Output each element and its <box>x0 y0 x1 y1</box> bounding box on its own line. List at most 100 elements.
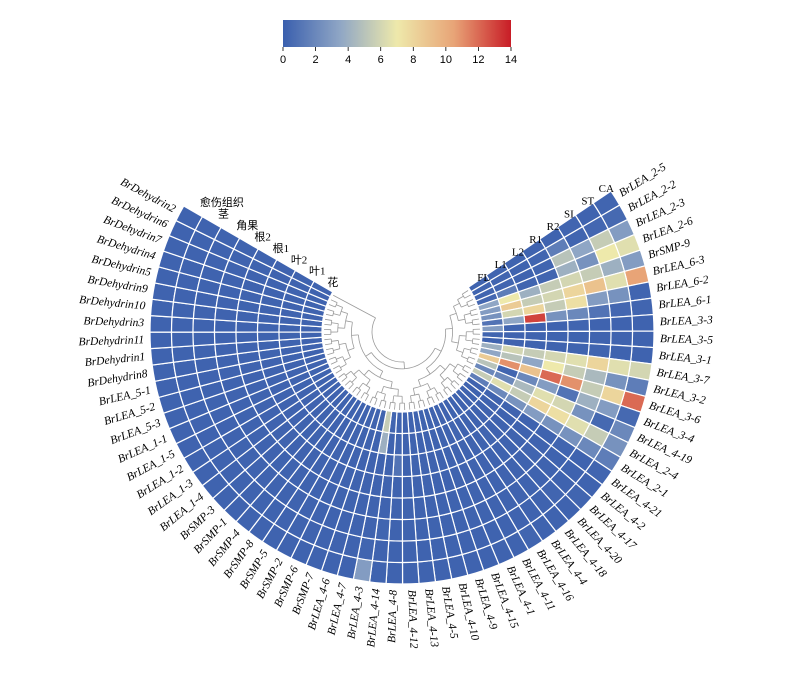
tree-branch <box>456 349 464 353</box>
track-label-FL: FL <box>477 272 490 284</box>
tree-branch <box>435 394 440 401</box>
tree-branch <box>324 343 332 346</box>
gene-labels: BrLEA_2-5BrLEA_2-2BrLEA_2-3BrLEA_2-6BrSM… <box>78 161 713 649</box>
heatmap-cell-BrLEA_6-1-ST <box>608 300 633 319</box>
tree-branch <box>333 313 341 316</box>
tree-branch <box>468 356 476 360</box>
heatmap-cell-BrLEA_4-13-ST <box>415 538 434 563</box>
tree-arc <box>356 386 361 391</box>
colorbar-tick-label: 6 <box>378 54 384 66</box>
tree-branch <box>363 369 370 376</box>
tree-branch <box>470 352 477 355</box>
heatmap-cell-BrLEA_6-1-SI <box>587 303 612 320</box>
tree-arc <box>465 331 467 341</box>
tree-branch <box>439 374 445 381</box>
dendrogram <box>324 290 480 410</box>
tree-branch <box>427 383 431 390</box>
tree-branch <box>462 369 469 374</box>
tree-branch <box>366 387 371 394</box>
tree-branch <box>450 383 456 390</box>
heatmap-cell-BrLEA_3-3-SI <box>588 316 612 332</box>
heatmap-cell-BrDehydrin11-FL <box>299 331 323 340</box>
tree-branch <box>439 392 444 399</box>
tree-branch <box>324 338 332 341</box>
heatmap-cell-BrLEA_4-13-CA <box>416 559 437 585</box>
tree-branch <box>461 356 468 360</box>
tree-branch <box>345 370 352 376</box>
gene-label: BrLEA_4-3 <box>346 585 366 640</box>
tree-branch <box>324 323 332 326</box>
tree-branch <box>458 318 466 321</box>
tree-branch <box>466 360 474 365</box>
track-name-FL: 花 <box>327 276 338 289</box>
heatmap-cell-BrLEA_4-13-R1 <box>411 474 425 499</box>
tree-arc <box>343 373 348 378</box>
tree-branch <box>464 364 472 369</box>
tree-arc <box>350 370 357 378</box>
heatmap-cell-BrLEA_3-3-L1 <box>502 322 526 333</box>
tree-branch <box>340 310 348 314</box>
heatmap-cells <box>149 190 655 585</box>
tree-branch <box>446 386 452 393</box>
tree-branch <box>379 400 382 407</box>
tree-arc <box>413 383 428 389</box>
tree-branch <box>434 347 442 352</box>
tree-branch <box>366 379 371 386</box>
tree-branch <box>330 361 338 365</box>
tree-arc <box>337 340 341 349</box>
tree-branch <box>466 299 474 303</box>
tree-branch <box>348 383 354 390</box>
tree-branch <box>410 395 412 403</box>
heatmap-cell-BrLEA_4-8-ST <box>386 539 404 564</box>
tree-branch <box>461 304 468 308</box>
gene-label: BrLEA_6-2 <box>655 274 710 295</box>
gene-label: BrLEA_4-12 <box>405 590 419 649</box>
tree-branch <box>352 386 358 393</box>
tree-branch <box>464 348 471 351</box>
tree-branch <box>418 393 421 401</box>
tree-branch <box>340 363 347 368</box>
track-name-CA: 愈伤组织 <box>200 195 244 209</box>
tree-branch <box>453 380 460 386</box>
tree-arc <box>371 348 436 370</box>
tree-branch <box>333 294 376 319</box>
tree-arc <box>466 302 469 307</box>
tree-branch <box>333 348 341 351</box>
colorbar-tick-label: 10 <box>440 54 452 66</box>
tree-branch <box>327 308 335 312</box>
tree-branch <box>469 308 477 312</box>
gene-label: BrDehydrin9 <box>87 274 149 296</box>
heatmap-cell-BrLEA_4-8-SI <box>388 518 404 542</box>
tree-branch <box>449 363 456 368</box>
colorbar-gradient <box>283 20 511 47</box>
tree-branch <box>328 304 336 308</box>
tree-branch <box>456 376 463 382</box>
tree-branch <box>383 394 386 401</box>
heatmap-cell-BrLEA_4-13-SI <box>414 517 431 542</box>
tree-branch <box>426 391 430 398</box>
tree-branch <box>472 342 480 345</box>
tree-branch <box>360 392 365 399</box>
tree-branch <box>351 377 357 383</box>
tree-arc <box>337 323 339 333</box>
heatmap-cell-BrLEA_3-3-L2 <box>524 321 548 333</box>
colorbar-tick-label: 0 <box>280 54 286 66</box>
heatmap-cell-BrLEA_3-5-R2 <box>567 330 591 345</box>
tree-branch <box>457 295 464 300</box>
tree-arc <box>456 335 460 351</box>
colorbar-tick-label: 8 <box>410 54 416 66</box>
heatmap-cell-BrLEA_6-1-CA <box>629 297 655 317</box>
tree-branch <box>338 342 346 345</box>
tree-branch <box>392 395 395 403</box>
tree-branch <box>365 352 372 357</box>
colorbar-tick-label: 14 <box>505 54 517 66</box>
tree-branch <box>452 370 459 376</box>
heatmap-cell-BrDehydrin11-R2 <box>213 331 238 346</box>
tree-branch <box>330 299 338 304</box>
tree-branch <box>453 302 460 307</box>
tree-branch <box>338 373 345 378</box>
heatmap-cell-BrDehydrin1-SI <box>192 343 217 361</box>
tree-arc <box>463 315 467 324</box>
heatmap-cell-BrDehydrin11-L2 <box>256 331 280 343</box>
